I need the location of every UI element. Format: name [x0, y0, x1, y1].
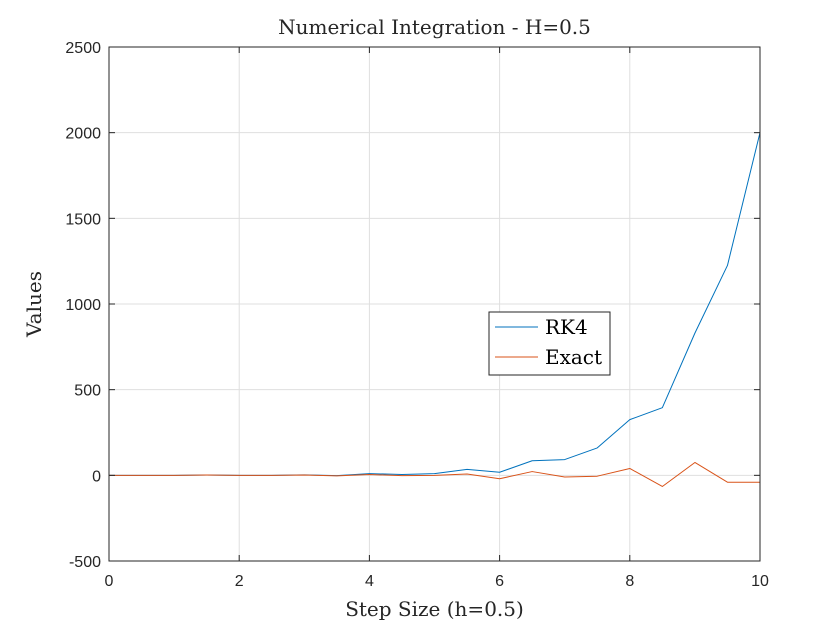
legend-label-rk4: RK4 — [545, 315, 588, 339]
x-tick-label: 8 — [625, 573, 634, 590]
x-tick-label: 6 — [495, 573, 504, 590]
series-lines — [109, 132, 761, 487]
grid-lines — [109, 47, 760, 561]
y-tick-label: 2500 — [65, 40, 101, 57]
y-tick-label: 1000 — [65, 297, 101, 314]
x-tick-label: 4 — [365, 573, 374, 590]
legend: RK4 Exact — [488, 311, 611, 376]
y-tick-label: -500 — [69, 554, 101, 571]
series-line-exact — [109, 461, 760, 487]
y-axis-label: Values — [22, 271, 46, 338]
x-tick-label: 10 — [751, 573, 769, 590]
x-tick-label: 2 — [235, 573, 244, 590]
legend-box — [488, 311, 611, 376]
y-tick-label: 0 — [92, 468, 101, 485]
y-tick-label: 2000 — [65, 126, 101, 143]
x-axis-label: Step Size (h=0.5) — [345, 597, 524, 621]
x-tick-label: 0 — [105, 573, 114, 590]
y-tick-label: 500 — [74, 383, 101, 400]
y-tick-label: 1500 — [65, 211, 101, 228]
legend-label-exact: Exact — [545, 345, 602, 369]
chart-title: Numerical Integration - H=0.5 — [278, 15, 591, 39]
